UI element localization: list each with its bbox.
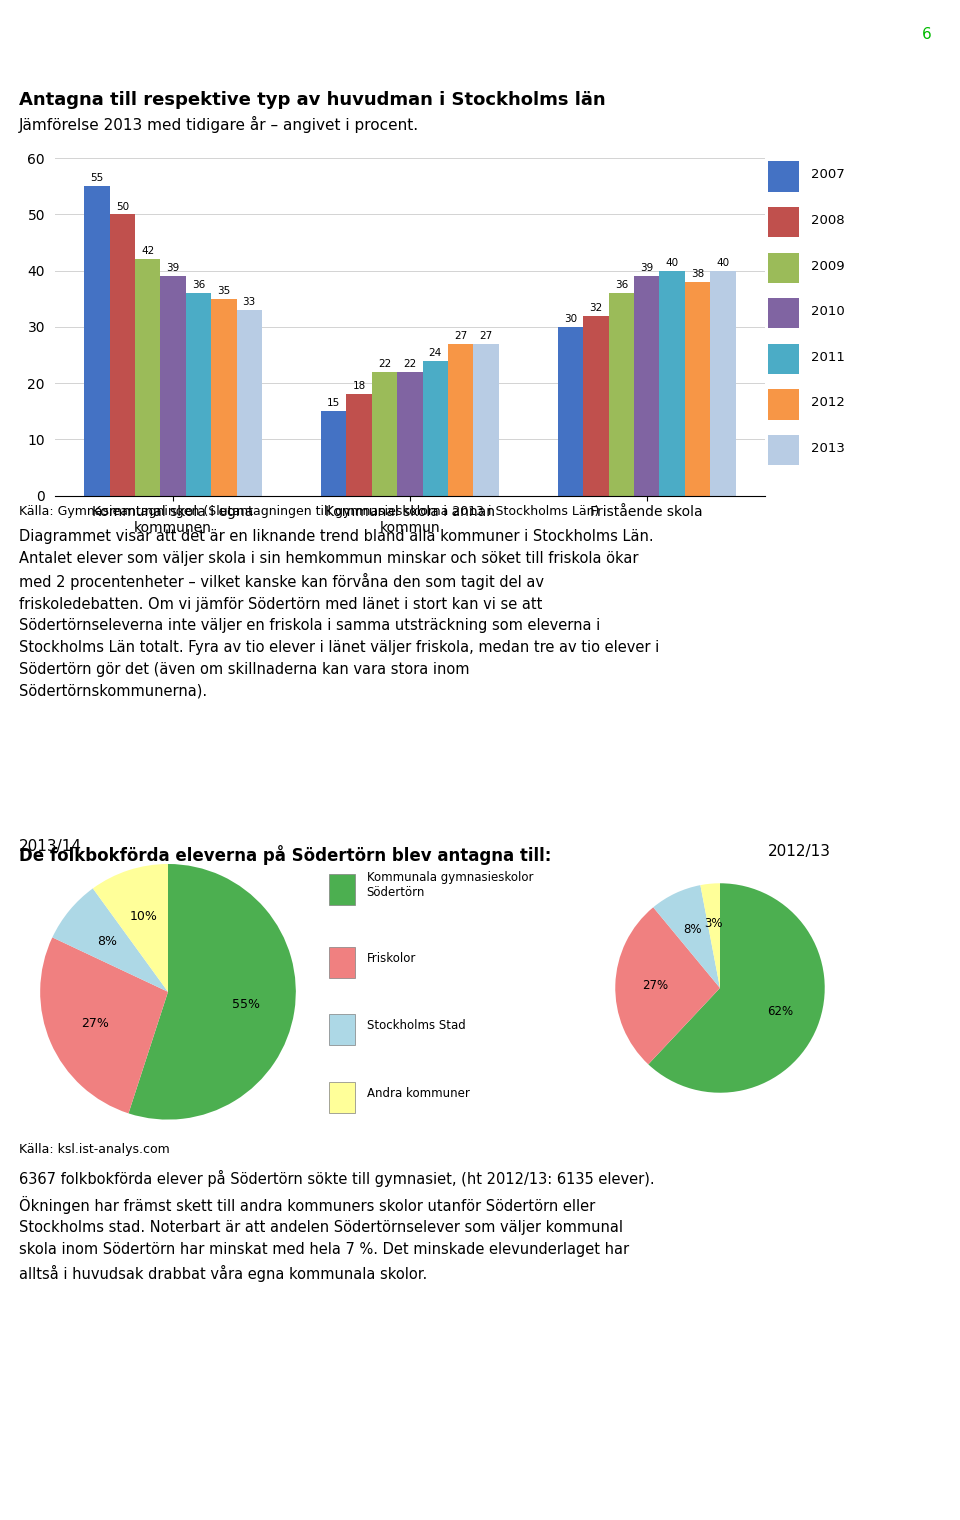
Bar [160, 277, 186, 496]
Text: 55%: 55% [232, 997, 260, 1011]
Text: 27%: 27% [642, 979, 668, 993]
Bar [684, 281, 710, 496]
Wedge shape [648, 883, 825, 1093]
FancyBboxPatch shape [768, 252, 799, 283]
Text: 50: 50 [116, 202, 129, 211]
Bar [473, 344, 499, 496]
Text: 35: 35 [217, 286, 230, 296]
Text: 2013: 2013 [811, 442, 845, 454]
Text: 8%: 8% [684, 923, 702, 936]
Text: Kommunala gymnasieskolor
Södertörn: Kommunala gymnasieskolor Södertörn [367, 871, 533, 898]
Bar [236, 310, 262, 496]
Bar [84, 185, 109, 496]
Bar [397, 372, 422, 496]
FancyBboxPatch shape [768, 389, 799, 420]
Text: Källa: ksl.ist-analys.com: Källa: ksl.ist-analys.com [19, 1143, 170, 1157]
Bar [660, 271, 684, 496]
Wedge shape [53, 888, 168, 993]
Text: 36: 36 [614, 280, 628, 290]
FancyBboxPatch shape [768, 435, 799, 465]
Text: Stockholms Stad: Stockholms Stad [367, 1018, 466, 1032]
Text: 38: 38 [691, 269, 704, 280]
Wedge shape [40, 938, 168, 1113]
FancyBboxPatch shape [329, 947, 355, 977]
Text: 27: 27 [479, 331, 492, 340]
Text: 24: 24 [429, 348, 442, 357]
Wedge shape [129, 863, 296, 1120]
Text: 3%: 3% [705, 917, 723, 930]
Text: 15: 15 [327, 398, 341, 409]
Text: 30: 30 [564, 315, 577, 324]
FancyBboxPatch shape [768, 298, 799, 328]
Text: Jämförelse 2013 med tidigare år – angivet i procent.: Jämförelse 2013 med tidigare år – angive… [19, 116, 420, 132]
Bar [372, 372, 397, 496]
Text: 2009: 2009 [811, 260, 845, 272]
FancyBboxPatch shape [768, 207, 799, 237]
Text: Diagrammet visar att det är en liknande trend bland alla kommuner i Stockholms L: Diagrammet visar att det är en liknande … [19, 529, 660, 698]
FancyBboxPatch shape [329, 874, 355, 904]
Bar [584, 316, 609, 496]
Bar [347, 394, 372, 496]
Text: 18: 18 [352, 382, 366, 392]
Text: Källa: Gymnasieantagningen (Slutantagningen till gymnasieskolorna 2013 i Stockho: Källa: Gymnasieantagningen (Slutantagnin… [19, 505, 600, 518]
Bar [321, 410, 347, 496]
Text: Friskolor: Friskolor [367, 952, 416, 965]
Bar [558, 327, 584, 496]
Text: 2010: 2010 [811, 306, 845, 318]
Text: 10%: 10% [130, 910, 157, 923]
Text: 40: 40 [665, 258, 679, 268]
Text: 55: 55 [90, 173, 104, 184]
Bar [609, 293, 634, 496]
Text: 32: 32 [589, 302, 603, 313]
Wedge shape [653, 885, 720, 988]
Text: 40: 40 [716, 258, 730, 268]
Text: 6367 folkbokförda elever på Södertörn sökte till gymnasiet, (ht 2012/13: 6135 el: 6367 folkbokförda elever på Södertörn sö… [19, 1170, 655, 1281]
Text: 39: 39 [640, 263, 654, 274]
Text: 2012: 2012 [811, 397, 845, 409]
Text: 8%: 8% [97, 935, 117, 948]
FancyBboxPatch shape [768, 161, 799, 192]
FancyBboxPatch shape [329, 1082, 355, 1113]
Text: 22: 22 [378, 359, 391, 369]
Text: 36: 36 [192, 280, 205, 290]
FancyBboxPatch shape [768, 344, 799, 374]
Text: De folkbokförda eleverna på Södertörn blev antagna till:: De folkbokförda eleverna på Södertörn bl… [19, 845, 552, 865]
Text: 22: 22 [403, 359, 417, 369]
FancyBboxPatch shape [329, 1014, 355, 1046]
Text: 6: 6 [922, 27, 931, 43]
Text: 39: 39 [166, 263, 180, 274]
Wedge shape [93, 863, 168, 993]
Bar [211, 298, 236, 496]
Bar [710, 271, 735, 496]
Text: 27: 27 [454, 331, 468, 340]
Text: 42: 42 [141, 246, 155, 257]
Text: 2012/13: 2012/13 [768, 844, 831, 859]
Text: 2008: 2008 [811, 214, 845, 226]
Text: 2011: 2011 [811, 351, 845, 363]
Text: 27%: 27% [82, 1017, 109, 1029]
Text: Antagna till respektive typ av huvudman i Stockholms län: Antagna till respektive typ av huvudman … [19, 91, 606, 109]
Bar [422, 360, 448, 496]
Wedge shape [701, 883, 720, 988]
Text: 33: 33 [243, 296, 256, 307]
Text: Andra kommuner: Andra kommuner [367, 1087, 469, 1099]
Text: 2007: 2007 [811, 169, 845, 181]
Bar [634, 277, 660, 496]
Bar [186, 293, 211, 496]
Text: 62%: 62% [767, 1005, 793, 1018]
Wedge shape [615, 907, 720, 1064]
Bar [448, 344, 473, 496]
Bar [109, 214, 135, 496]
Text: 2013/14: 2013/14 [19, 839, 83, 854]
Bar [135, 260, 160, 496]
